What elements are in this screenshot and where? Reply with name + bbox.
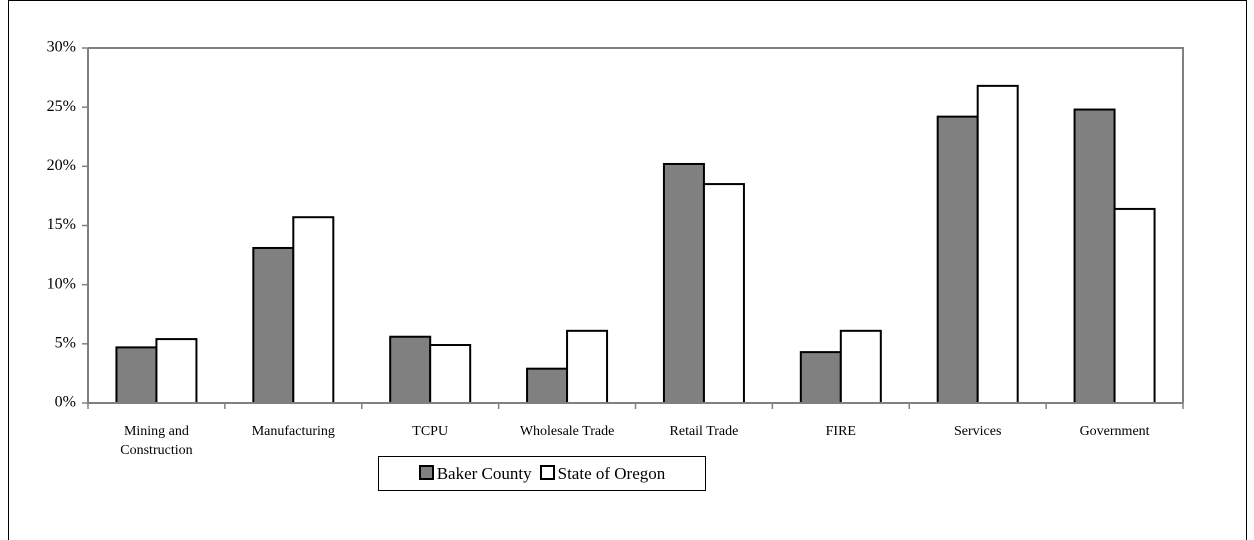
legend-swatch: [539, 464, 555, 480]
bar: [292, 216, 335, 404]
legend: Baker County State of Oregon: [378, 456, 706, 491]
bar: [252, 246, 295, 404]
x-tick-label: TCPU: [412, 424, 449, 439]
bar: [799, 351, 842, 405]
bar: [702, 183, 745, 404]
bar: [429, 344, 472, 404]
bar: [526, 367, 569, 404]
x-tick-label: Retail Trade: [669, 424, 739, 439]
x-tick-label: Government: [1079, 424, 1150, 439]
y-tick-label: 20%: [47, 157, 76, 174]
bar: [155, 338, 198, 405]
plot-frame: [88, 47, 1184, 403]
y-tick-label: 5%: [55, 335, 76, 352]
bar: [566, 329, 609, 405]
bar: [1113, 207, 1156, 404]
legend-item: Baker County: [418, 463, 532, 484]
y-tick-label: 25%: [47, 98, 76, 115]
x-tick-label: Wholesale Trade: [519, 424, 615, 439]
x-tick-label: Mining and Construction: [120, 424, 193, 458]
chart-frame: [8, 0, 1247, 540]
x-tick-label: Services: [953, 424, 1002, 439]
legend-swatch: [418, 464, 434, 480]
legend-label: Baker County: [436, 463, 532, 483]
bar: [662, 162, 705, 404]
y-tick-label: 0%: [55, 394, 76, 411]
y-tick-label: 30%: [47, 39, 76, 56]
bar: [976, 84, 1019, 404]
legend-item: State of Oregon: [539, 463, 666, 484]
x-tick-label: Manufacturing: [251, 424, 335, 439]
legend-label: State of Oregon: [557, 463, 666, 483]
x-tick-label: FIRE: [825, 424, 856, 439]
bar: [936, 115, 979, 404]
bar: [115, 346, 158, 404]
y-tick-label: 10%: [47, 275, 76, 292]
y-tick-label: 15%: [47, 216, 76, 233]
bar: [839, 329, 882, 405]
bar: [1073, 108, 1116, 405]
bar: [389, 335, 432, 405]
